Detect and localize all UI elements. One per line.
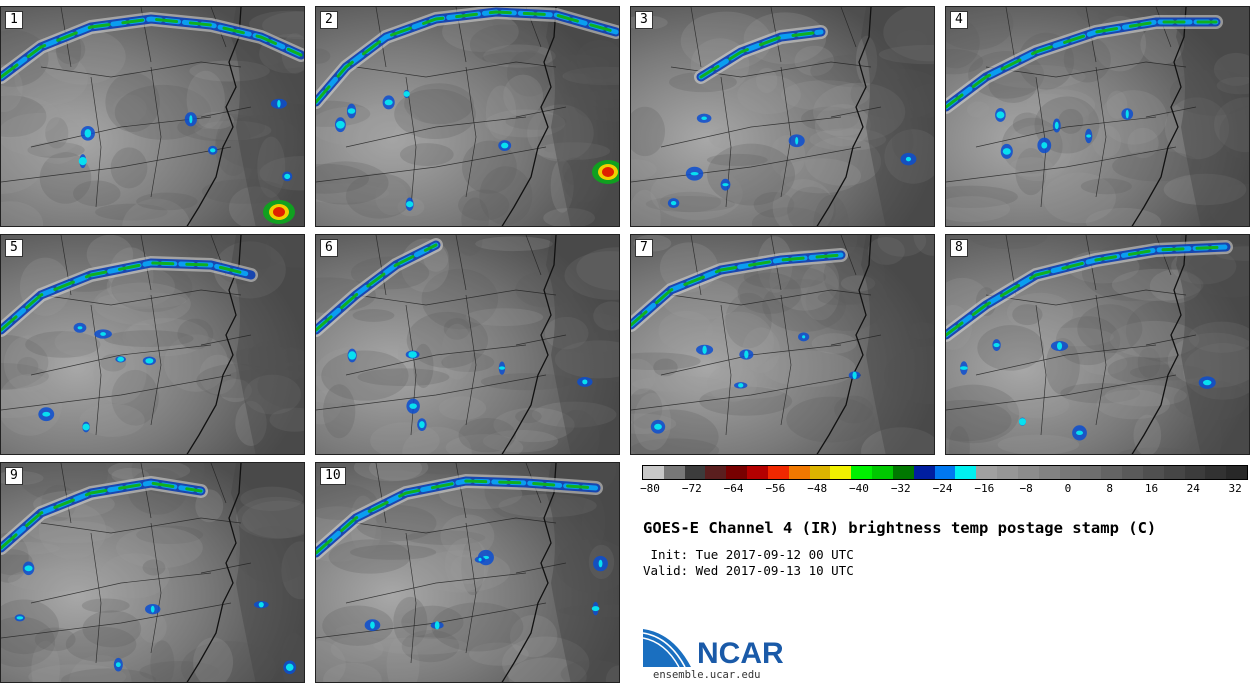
postage-stamp-panel: 10 [315,462,620,683]
colorbar [642,465,1248,480]
satellite-map [631,235,934,454]
colorbar-tick-label: 24 [1186,482,1200,495]
colorbar-tick-label: −8 [1019,482,1033,495]
colorbar-tick-label: 8 [1106,482,1114,495]
panel-number: 7 [635,239,653,257]
satellite-map [946,7,1249,226]
colorbar-swatch [726,466,748,479]
colorbar-tick-label: −48 [807,482,828,495]
colorbar-swatch [1163,466,1185,479]
colorbar-tick-label: −80 [640,482,660,495]
colorbar-swatch [913,466,935,479]
colorbar-tick-label: 16 [1144,482,1159,495]
panel-number: 1 [5,11,23,29]
postage-stamp-panel: 3 [630,6,935,227]
colorbar-swatch [1101,466,1123,479]
colorbar-swatch [892,466,914,479]
satellite-map [1,235,304,454]
postage-stamp-panel: 9 [0,462,305,683]
panel-number: 2 [320,11,338,29]
colorbar-tick-label: 0 [1064,482,1072,495]
satellite-map [946,235,1249,454]
colorbar-swatch [767,466,789,479]
colorbar-ticks: −80 −72 −64 −56 −48 −40 −32 −24 −16 −8 0 8 16 24 32 [640,482,1248,498]
colorbar-tick-label: −40 [849,482,869,495]
colorbar-tick-label: −24 [932,482,953,495]
panel-number: 10 [320,467,346,485]
postage-stamp-panel: 1 [0,6,305,227]
panel-number: 8 [950,239,968,257]
panel-number: 6 [320,239,338,257]
panel-number: 4 [950,11,968,29]
colorbar-swatch [1122,466,1143,479]
satellite-map [631,7,934,226]
logo-url: ensemble.ucar.edu [653,669,761,681]
ncar-logo-icon [643,629,691,668]
valid-time: Valid: Wed 2017-09-13 10 UTC [643,563,854,578]
colorbar-swatch [684,466,706,479]
colorbar-swatch [997,466,1018,479]
colorbar-swatch [1184,466,1206,479]
colorbar-tick-label: −64 [723,482,744,495]
colorbar-swatch [872,466,893,479]
colorbar-tick-label: −16 [974,482,995,495]
postage-stamp-panel: 5 [0,234,305,455]
colorbar-swatch [1142,466,1164,479]
init-time: Init: Tue 2017-09-12 00 UTC [643,547,854,562]
colorbar-swatch [851,466,873,479]
postage-stamp-panel: 4 [945,6,1250,227]
satellite-map [316,463,619,682]
colorbar-swatch [663,466,685,479]
panel-number: 3 [635,11,653,29]
colorbar-swatch [1038,466,1060,479]
postage-stamp-panel: 8 [945,234,1250,455]
panel-number: 9 [5,467,23,485]
colorbar-tick-label: −56 [765,482,786,495]
logo-wordmark: NCAR [697,637,784,670]
colorbar-swatch [976,466,998,479]
colorbar-swatch [747,466,768,479]
colorbar-swatch [643,466,664,479]
colorbar-swatch [830,466,852,479]
colorbar-swatch [934,466,956,479]
colorbar-swatch [1226,466,1248,479]
colorbar-swatch [1017,466,1039,479]
colorbar-swatch [1059,466,1081,479]
colorbar-tick-label: −32 [890,482,911,495]
satellite-map [1,463,304,682]
colorbar-swatch [1080,466,1102,479]
colorbar-swatch [1205,466,1227,479]
colorbar-swatch [705,466,727,479]
panel-number: 5 [5,239,23,257]
satellite-map [316,235,619,454]
colorbar-swatch [788,466,810,479]
satellite-map [1,7,304,226]
colorbar-tick-label: 32 [1228,482,1242,495]
colorbar-swatch [809,466,831,479]
colorbar-tick-label: −72 [681,482,702,495]
postage-stamp-panel: 2 [315,6,620,227]
postage-stamp-panel: 7 [630,234,935,455]
figure-title: GOES-E Channel 4 (IR) brightness temp po… [643,519,1157,537]
postage-stamp-panel: 6 [315,234,620,455]
colorbar-swatch [955,466,977,479]
satellite-map [316,7,619,226]
